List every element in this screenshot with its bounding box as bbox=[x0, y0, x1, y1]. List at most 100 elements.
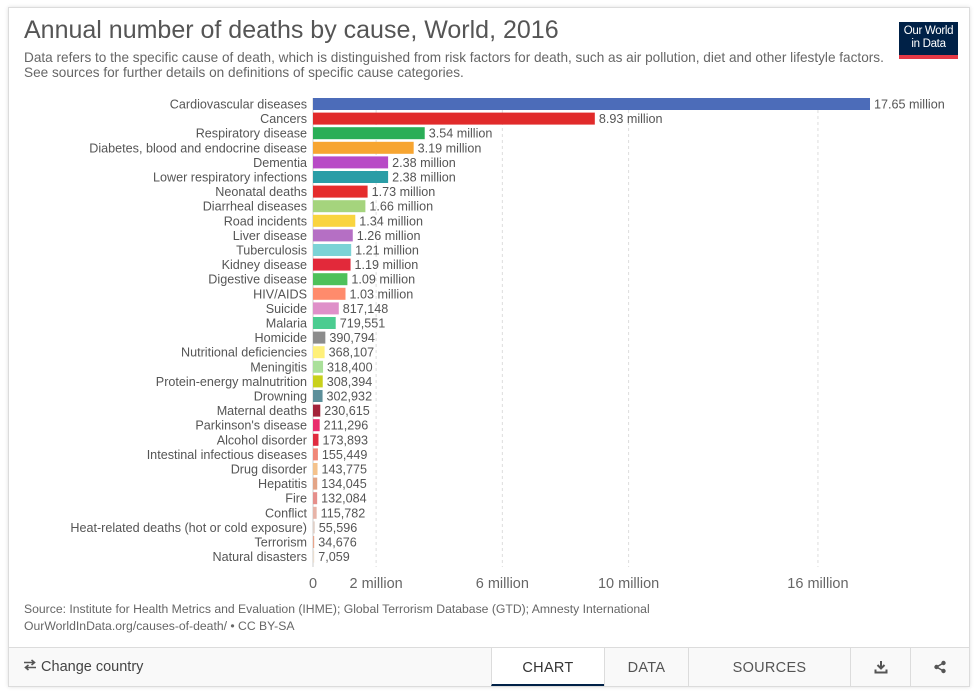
tab-sources[interactable]: SOURCES bbox=[688, 648, 850, 686]
swap-arrows-icon bbox=[23, 659, 41, 675]
category-label: Liver disease bbox=[233, 229, 307, 243]
category-label: Protein-energy malnutrition bbox=[156, 375, 307, 389]
bar bbox=[313, 214, 356, 227]
category-label: Lower respiratory infections bbox=[153, 171, 307, 185]
category-label: Alcohol disorder bbox=[217, 433, 307, 447]
category-label: Hepatitis bbox=[258, 477, 307, 491]
value-label: 34,676 bbox=[318, 536, 357, 550]
our-world-in-data-logo[interactable]: Our World in Data bbox=[899, 22, 958, 59]
value-label: 1.66 million bbox=[369, 200, 433, 214]
bar bbox=[313, 550, 315, 563]
bar bbox=[313, 171, 389, 183]
share-button[interactable] bbox=[910, 648, 969, 686]
value-label: 17.65 million bbox=[874, 98, 945, 112]
value-label: 719,551 bbox=[340, 317, 386, 331]
bar bbox=[313, 346, 325, 359]
category-label: Conflict bbox=[265, 506, 307, 520]
category-label: Meningitis bbox=[250, 360, 307, 374]
value-label: 318,400 bbox=[327, 360, 373, 374]
x-tick-label: 0 bbox=[309, 576, 317, 592]
bar bbox=[313, 536, 315, 548]
value-label: 115,782 bbox=[321, 506, 366, 520]
value-label: 1.34 million bbox=[359, 214, 423, 228]
bar bbox=[313, 302, 339, 315]
value-label: 1.19 million bbox=[355, 258, 419, 272]
value-label: 817,148 bbox=[343, 302, 389, 316]
value-label: 173,893 bbox=[322, 433, 368, 447]
bar bbox=[313, 375, 323, 388]
bar bbox=[313, 463, 318, 475]
value-label: 1.26 million bbox=[357, 229, 421, 243]
value-label: 3.19 million bbox=[418, 141, 482, 155]
value-label: 3.54 million bbox=[429, 127, 493, 141]
category-label: Drug disorder bbox=[231, 463, 307, 477]
category-label: Homicide bbox=[255, 331, 308, 345]
category-label: Maternal deaths bbox=[217, 404, 307, 418]
bar bbox=[313, 127, 425, 140]
bar bbox=[313, 200, 366, 213]
bar bbox=[313, 448, 318, 461]
category-label: Digestive disease bbox=[208, 273, 307, 287]
value-label: 132,084 bbox=[321, 492, 367, 506]
bar bbox=[313, 112, 595, 125]
bar bbox=[313, 492, 318, 505]
bar bbox=[313, 331, 326, 344]
category-label: Cardiovascular diseases bbox=[170, 98, 307, 112]
bar bbox=[313, 258, 351, 271]
category-label: Road incidents bbox=[224, 214, 307, 228]
logo-accent-bar bbox=[899, 55, 958, 59]
x-tick-label: 16 million bbox=[787, 576, 848, 592]
value-label: 302,932 bbox=[327, 390, 373, 404]
value-label: 390,794 bbox=[329, 331, 375, 345]
source-url[interactable]: OurWorldInData.org/causes-of-death/ • CC… bbox=[24, 618, 295, 633]
category-label: Diabetes, blood and endocrine disease bbox=[89, 141, 307, 155]
bar bbox=[313, 506, 317, 519]
value-label: 1.09 million bbox=[351, 273, 415, 287]
value-label: 230,615 bbox=[324, 404, 370, 418]
share-icon bbox=[933, 658, 947, 675]
bar bbox=[313, 360, 324, 373]
category-label: Heat-related deaths (hot or cold exposur… bbox=[70, 521, 307, 535]
value-label: 1.73 million bbox=[372, 185, 436, 199]
category-label: Drowning bbox=[254, 390, 307, 404]
download-icon bbox=[874, 658, 888, 675]
source-note: Source: Institute for Health Metrics and… bbox=[24, 601, 924, 634]
logo-line-2: in Data bbox=[911, 37, 946, 50]
bar bbox=[313, 433, 319, 446]
bar bbox=[313, 521, 315, 534]
bar bbox=[313, 390, 323, 402]
value-label: 308,394 bbox=[327, 375, 373, 389]
bar bbox=[313, 229, 353, 242]
category-label: Kidney disease bbox=[222, 258, 307, 272]
change-country-label: Change country bbox=[41, 659, 144, 675]
value-label: 143,775 bbox=[322, 463, 368, 477]
value-label: 155,449 bbox=[322, 448, 368, 462]
value-label: 134,045 bbox=[321, 477, 367, 491]
value-label: 8.93 million bbox=[599, 112, 663, 126]
x-tick-label: 2 million bbox=[350, 576, 403, 592]
bar bbox=[313, 141, 414, 154]
change-country-button[interactable]: Change country bbox=[23, 659, 143, 675]
category-label: Respiratory disease bbox=[196, 127, 307, 141]
category-label: HIV/AIDS bbox=[253, 287, 307, 301]
chart-title: Annual number of deaths by cause, World,… bbox=[24, 16, 559, 44]
source-text: Source: Institute for Health Metrics and… bbox=[24, 602, 650, 616]
tab-chart[interactable]: CHART bbox=[491, 648, 604, 686]
value-label: 55,596 bbox=[319, 521, 358, 535]
value-label: 211,296 bbox=[324, 419, 369, 433]
bar bbox=[313, 273, 348, 286]
category-label: Natural disasters bbox=[213, 550, 308, 564]
value-label: 1.21 million bbox=[355, 244, 419, 258]
category-label: Diarrheal diseases bbox=[203, 200, 307, 214]
category-label: Suicide bbox=[266, 302, 307, 316]
tab-data[interactable]: DATA bbox=[604, 648, 688, 686]
download-button[interactable] bbox=[850, 648, 910, 686]
category-label: Fire bbox=[285, 492, 307, 506]
value-label: 368,107 bbox=[329, 346, 375, 360]
bar bbox=[313, 317, 336, 329]
category-label: Cancers bbox=[260, 112, 307, 126]
bar bbox=[313, 477, 318, 490]
chart-toolbar: Change country CHART DATA SOURCES bbox=[9, 647, 969, 686]
value-label: 2.38 million bbox=[392, 156, 456, 170]
